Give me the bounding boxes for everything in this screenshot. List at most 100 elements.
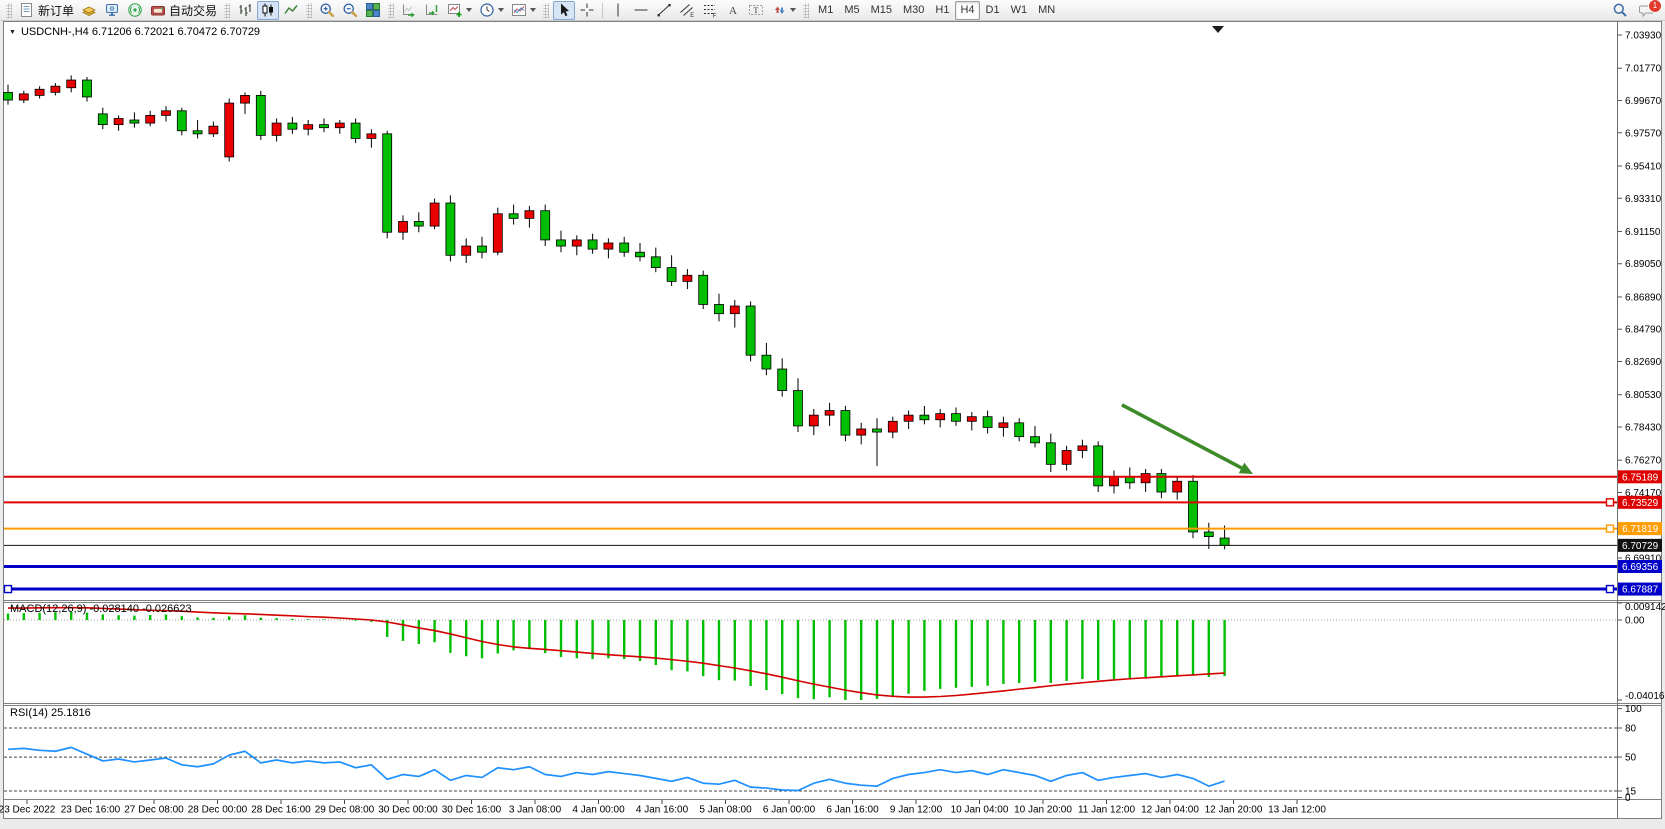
svg-text:27 Dec 08:00: 27 Dec 08:00 [124,805,184,816]
svg-text:5 Jan 08:00: 5 Jan 08:00 [699,805,752,816]
new-order-button[interactable]: 新订单 [16,1,77,20]
svg-text:12 Jan 04:00: 12 Jan 04:00 [1141,805,1199,816]
zoom-out-icon [342,2,358,18]
svg-text:6.97570: 6.97570 [1625,128,1662,139]
svg-text:4 Jan 16:00: 4 Jan 16:00 [636,805,689,816]
broadcast-icon [127,2,143,18]
svg-text:30 Dec 00:00: 30 Dec 00:00 [378,805,438,816]
signal-service-button[interactable] [124,1,146,20]
svg-text:T: T [754,6,759,15]
new-chart-icon [447,2,463,18]
rsi-axis[interactable]: 100 80 50 150 [1617,704,1642,804]
svg-text:3 Jan 08:00: 3 Jan 08:00 [509,805,562,816]
trendline-button[interactable] [653,1,675,20]
search-button[interactable] [1609,1,1631,20]
templates-icon [511,2,527,18]
tile-windows-button[interactable] [362,1,384,20]
chart-canvas[interactable]: 7.03930 7.01770 6.99670 6.97570 6.95410 6.933… [0,21,1665,829]
svg-text:6.71819: 6.71819 [1622,524,1659,535]
price-level-lines[interactable]: 6.75189 6.73529 6.71819 6.70729 6.69356 6.678… [3,470,1662,596]
symbol-dropdown-icon[interactable]: ▼ [9,28,16,36]
timeframe-button-h1[interactable]: H1 [930,1,954,20]
candlestick-chart-icon [260,2,276,18]
new-order-icon [19,2,35,18]
svg-text:15: 15 [1625,786,1637,797]
svg-text:0: 0 [1625,793,1631,804]
line-chart-button[interactable] [280,1,302,20]
notifications-button[interactable]: 1 [1635,0,1662,20]
svg-text:7.03930: 7.03930 [1625,31,1662,42]
timeframe-button-m30[interactable]: M30 [898,1,929,20]
timeframe-button-m1[interactable]: M1 [813,1,838,20]
timeframe-button-mn[interactable]: MN [1033,1,1060,20]
svg-text:10 Jan 04:00: 10 Jan 04:00 [951,805,1009,816]
svg-text:0.00: 0.00 [1625,616,1645,627]
svg-text:6.73529: 6.73529 [1622,498,1659,509]
svg-text:6.99670: 6.99670 [1625,96,1662,107]
svg-text:30 Dec 16:00: 30 Dec 16:00 [442,805,502,816]
macd-axis[interactable]: 0.009142 0.00 -0.040162 [1617,602,1665,702]
templates-button[interactable] [508,1,539,20]
equidistant-channel-button[interactable]: E [676,1,698,20]
text-label-icon: T [748,2,764,18]
svg-text:29 Dec 08:00: 29 Dec 08:00 [315,805,375,816]
fibonacci-icon: F [702,2,718,18]
text-button[interactable]: A [722,1,744,20]
svg-text:6.95410: 6.95410 [1625,161,1662,172]
timeframe-button-h4[interactable]: H4 [955,0,980,20]
cursor-icon [556,2,572,18]
notification-badge: 1 [1648,0,1662,13]
svg-text:6.67887: 6.67887 [1622,585,1659,596]
price-axis[interactable]: 7.03930 7.01770 6.99670 6.97570 6.95410 6.933… [1617,31,1662,565]
zoom-in-button[interactable] [316,1,338,20]
chart-shift-button[interactable] [421,1,443,20]
toolbar-grip[interactable] [6,2,12,18]
horizontal-line-button[interactable] [630,1,652,20]
toolbar-grip[interactable] [224,2,231,18]
toolbar-separator [602,2,604,18]
search-icon [1612,2,1628,18]
remote-terminal-button[interactable] [101,1,123,20]
timeframe-button-m15[interactable]: M15 [866,1,897,20]
chart-window: 7.03930 7.01770 6.99670 6.97570 6.95410 6.933… [0,21,1665,829]
svg-text:6.89050: 6.89050 [1625,259,1662,270]
horizontal-line-icon [633,2,649,18]
periods-button[interactable] [476,1,507,20]
svg-text:E: E [690,13,694,18]
auto-trading-button[interactable]: 自动交易 [147,1,220,20]
toolbar-grip[interactable] [306,2,313,18]
text-label-button[interactable]: T [745,1,767,20]
timeframe-button-w1[interactable]: W1 [1006,1,1033,20]
timeframe-button-m5[interactable]: M5 [839,1,864,20]
svg-text:-0.040162: -0.040162 [1625,691,1665,702]
new-chart-button[interactable] [444,1,475,20]
auto-trading-label: 自动交易 [169,3,218,18]
auto-scroll-icon [401,2,417,18]
svg-text:6 Jan 00:00: 6 Jan 00:00 [763,805,816,816]
fibonacci-button[interactable]: F [699,1,721,20]
toolbar-grip[interactable] [803,2,810,18]
time-axis[interactable]: 23 Dec 2022 23 Dec 16:00 27 Dec 08:00 28 De… [0,800,1326,816]
market-orders-button[interactable] [78,1,100,20]
svg-text:23 Dec 2022: 23 Dec 2022 [0,805,56,816]
svg-text:6.82690: 6.82690 [1625,357,1662,368]
toolbar-grip[interactable] [388,2,395,18]
timeframe-button-d1[interactable]: D1 [981,1,1005,20]
crosshair-button[interactable] [576,1,598,20]
zoom-in-icon [319,2,335,18]
chart-shift-marker [1212,26,1224,33]
svg-text:13 Jan 12:00: 13 Jan 12:00 [1268,805,1326,816]
candlestick-chart-button[interactable] [257,0,280,20]
trend-arrow-annotation[interactable] [1121,403,1254,475]
arrows-button[interactable] [768,1,799,20]
auto-scroll-button[interactable] [398,1,420,20]
chevron-down-icon [790,8,797,12]
svg-text:10 Jan 20:00: 10 Jan 20:00 [1014,805,1072,816]
toolbar-grip[interactable] [543,2,550,18]
cursor-button[interactable] [553,0,576,20]
rsi-panel [4,727,1617,792]
vertical-line-button[interactable] [607,1,629,20]
zoom-out-button[interactable] [339,1,361,20]
bar-chart-button[interactable] [234,1,256,20]
chevron-down-icon [498,8,505,12]
